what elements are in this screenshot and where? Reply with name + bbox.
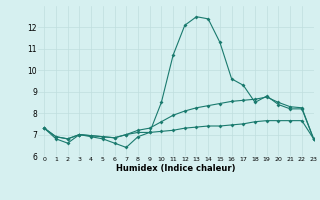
- X-axis label: Humidex (Indice chaleur): Humidex (Indice chaleur): [116, 164, 236, 173]
